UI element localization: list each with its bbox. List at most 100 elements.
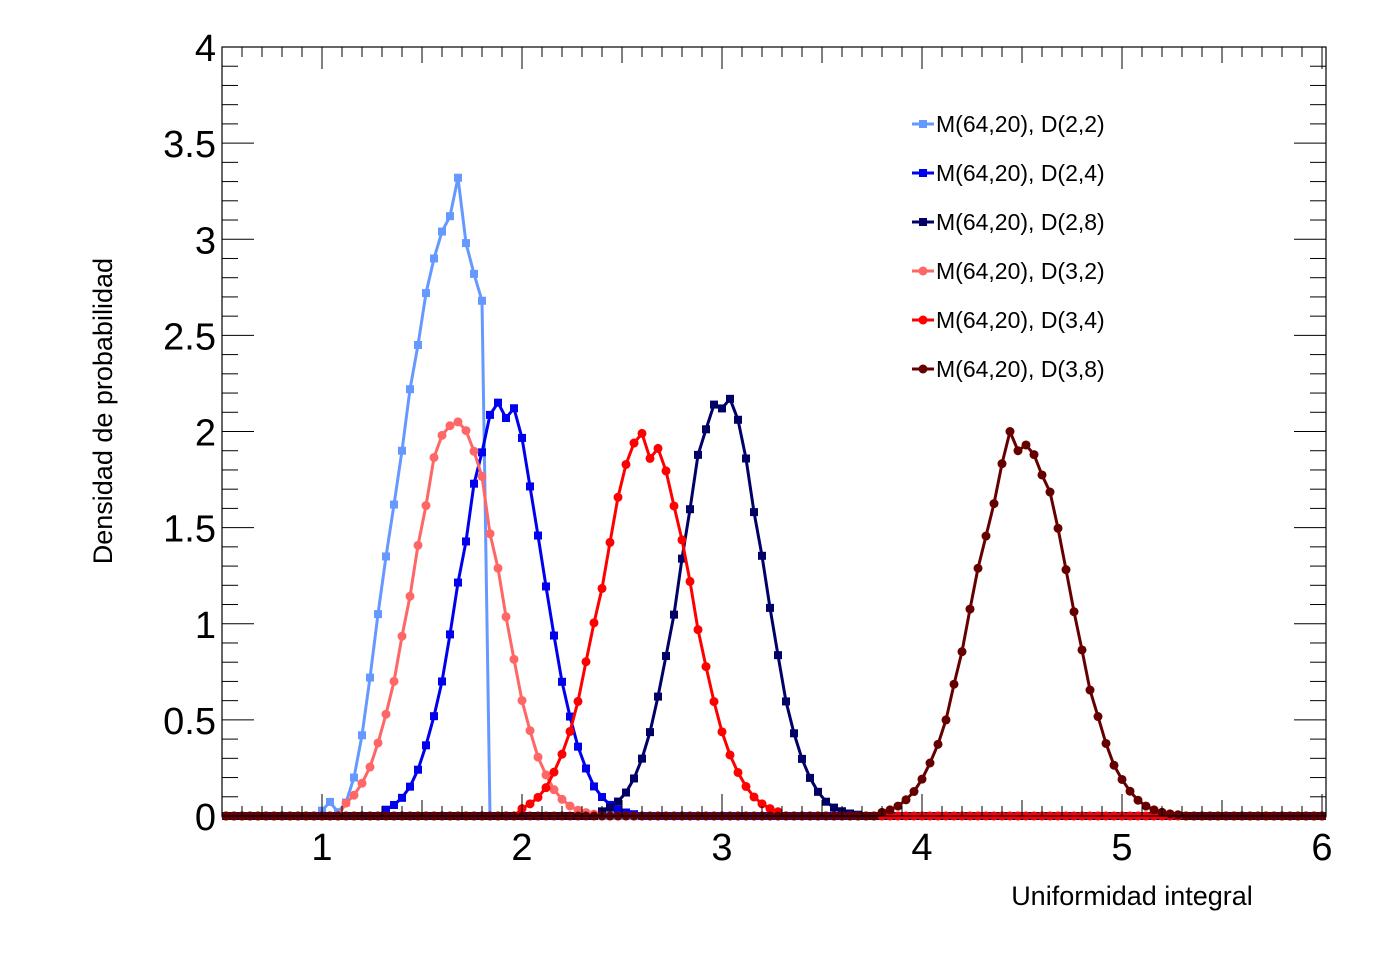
data-point	[454, 173, 462, 182]
data-point	[557, 794, 567, 804]
y-tick-label: 2	[195, 413, 216, 455]
data-point	[1013, 446, 1023, 456]
data-point	[941, 715, 951, 725]
data-point	[470, 479, 478, 488]
data-point	[662, 651, 670, 660]
legend-item: M(64,20), D(3,2)	[912, 258, 1105, 284]
legend-label: M(64,20), D(2,2)	[936, 111, 1105, 137]
data-point	[702, 425, 710, 434]
data-point	[1029, 450, 1039, 460]
data-point	[549, 767, 559, 777]
data-point	[589, 618, 599, 628]
data-point	[373, 738, 383, 748]
data-point	[581, 657, 591, 667]
data-point	[694, 450, 702, 459]
x-tick-label: 2	[511, 827, 532, 869]
data-point	[557, 749, 567, 759]
data-point	[397, 631, 407, 641]
data-point	[661, 466, 671, 476]
data-point	[389, 676, 399, 686]
data-point	[422, 741, 430, 750]
data-point	[629, 438, 639, 448]
x-tick-label: 6	[1311, 827, 1332, 869]
legend-item: M(64,20), D(3,8)	[912, 356, 1105, 382]
data-point	[621, 459, 631, 469]
data-point	[758, 551, 766, 560]
data-point	[350, 773, 358, 782]
data-point	[1149, 805, 1159, 815]
data-point	[326, 797, 334, 806]
data-point	[733, 767, 743, 777]
data-point	[917, 774, 927, 784]
data-point	[766, 603, 774, 612]
data-point	[382, 552, 390, 561]
data-point	[517, 696, 527, 706]
data-point	[718, 404, 726, 413]
data-point	[614, 805, 622, 814]
data-point	[573, 696, 583, 706]
legend-label: M(64,20), D(2,8)	[936, 209, 1105, 235]
data-point	[582, 764, 590, 773]
data-point	[606, 803, 614, 812]
data-point	[949, 679, 959, 689]
data-point	[437, 430, 447, 440]
data-point	[693, 625, 703, 635]
data-point	[686, 505, 694, 514]
data-point	[453, 417, 463, 427]
data-point	[989, 499, 999, 509]
data-point	[1141, 801, 1151, 811]
data-point	[677, 535, 687, 545]
data-point	[477, 471, 487, 481]
data-point	[1173, 810, 1183, 820]
data-point	[510, 404, 518, 413]
data-point	[414, 765, 422, 774]
data-point	[741, 781, 751, 791]
data-point	[893, 801, 903, 811]
data-point	[365, 762, 375, 772]
data-point	[1077, 645, 1087, 655]
data-point	[446, 630, 454, 639]
data-point	[550, 631, 558, 640]
data-point	[381, 709, 391, 719]
data-point	[413, 540, 423, 550]
data-point	[1165, 809, 1175, 819]
legend-label: M(64,20), D(3,8)	[936, 356, 1105, 382]
data-point	[782, 697, 790, 706]
data-point	[925, 758, 935, 768]
data-point	[509, 654, 519, 664]
data-point	[429, 452, 439, 462]
x-tick-label: 1	[311, 827, 332, 869]
data-point	[909, 787, 919, 797]
data-point	[526, 482, 534, 491]
data-point	[525, 799, 535, 809]
data-point	[486, 410, 494, 419]
data-point	[701, 662, 711, 672]
legend-swatch-marker	[918, 315, 928, 325]
data-point	[1069, 607, 1079, 617]
data-point	[685, 576, 695, 586]
data-point	[1133, 795, 1143, 805]
data-point	[901, 795, 911, 805]
legend: M(64,20), D(2,2) M(64,20), D(2,4) M(64,20)…	[912, 111, 1105, 382]
data-point	[525, 726, 535, 736]
data-point	[749, 792, 759, 802]
data-point	[422, 289, 430, 298]
data-point	[501, 612, 511, 622]
data-point	[957, 647, 967, 657]
data-point	[533, 752, 543, 762]
x-tick-label: 3	[711, 827, 732, 869]
data-point	[374, 610, 382, 619]
x-axis-label: Uniformidad integral	[1011, 881, 1253, 911]
data-point	[1125, 786, 1135, 796]
y-tick-label: 0.5	[163, 701, 216, 743]
data-point	[790, 729, 798, 738]
data-point	[494, 398, 502, 407]
data-point	[725, 750, 735, 760]
data-point	[462, 239, 470, 248]
legend-item: M(64,20), D(3,4)	[912, 307, 1105, 333]
data-point	[502, 414, 510, 423]
y-tick-label: 3.5	[163, 124, 216, 166]
data-point	[653, 443, 663, 453]
data-point	[717, 727, 727, 737]
